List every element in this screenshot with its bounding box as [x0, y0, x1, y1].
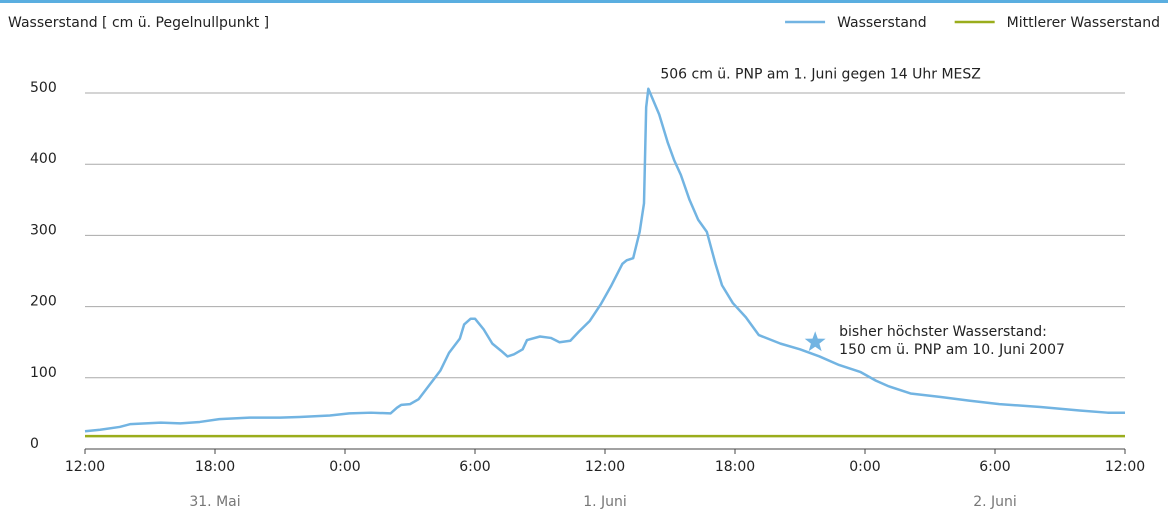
- x-tick-label: 18:00: [715, 459, 755, 475]
- x-tick-label: 0:00: [329, 459, 360, 475]
- record-annotation: 150 cm ü. PNP am 10. Juni 2007: [839, 342, 1065, 358]
- x-tick-label: 6:00: [459, 459, 490, 475]
- y-tick-label: 0: [30, 436, 39, 452]
- legend-label: Mittlerer Wasserstand: [1007, 15, 1160, 31]
- y-tick-label: 400: [30, 151, 57, 167]
- date-label: 1. Juni: [583, 494, 627, 510]
- x-tick-label: 0:00: [849, 459, 880, 475]
- chart-title: Wasserstand [ cm ü. Pegelnullpunkt ]: [8, 15, 269, 31]
- date-label: 2. Juni: [973, 494, 1017, 510]
- y-tick-label: 300: [30, 222, 57, 238]
- legend-label: Wasserstand: [837, 15, 927, 31]
- x-tick-label: 6:00: [979, 459, 1010, 475]
- record-annotation: bisher höchster Wasserstand:: [839, 324, 1047, 340]
- y-tick-label: 200: [30, 294, 57, 310]
- series-line: [84, 87, 1125, 433]
- x-tick-label: 12:00: [1105, 459, 1145, 475]
- y-tick-label: 100: [30, 365, 57, 381]
- date-label: 31. Mai: [189, 494, 240, 510]
- x-tick-label: 18:00: [195, 459, 235, 475]
- y-tick-label: 500: [30, 80, 57, 96]
- x-tick-label: 12:00: [65, 459, 105, 475]
- record-marker: [804, 331, 826, 352]
- peak-annotation: 506 cm ü. PNP am 1. Juni gegen 14 Uhr ME…: [660, 67, 981, 83]
- top-border: [0, 0, 1168, 3]
- x-tick-label: 12:00: [585, 459, 625, 475]
